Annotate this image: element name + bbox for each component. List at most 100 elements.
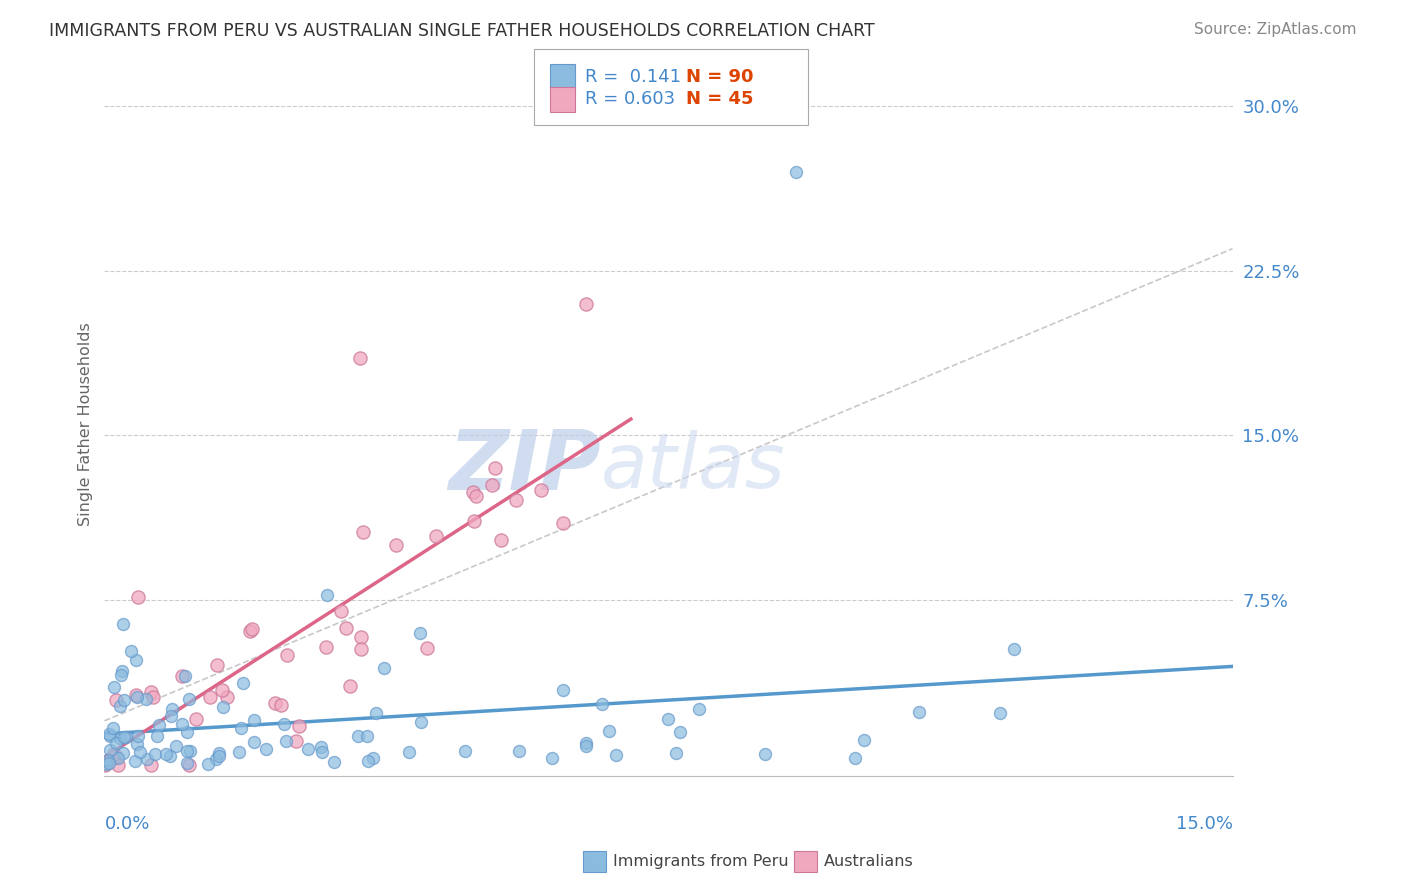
Point (484, 461, 506, 475)
Point (145, 729, 167, 743)
Point (665, 746, 688, 760)
Point (176, 744, 198, 758)
Point (174, 669, 197, 683)
Point (96, 753, 118, 767)
Point (988, 706, 1011, 720)
Point (232, 675, 254, 690)
Point (425, 529, 447, 543)
Point (297, 742, 319, 756)
Point (349, 351, 371, 366)
Point (217, 690, 239, 705)
Point (127, 590, 149, 604)
Point (155, 747, 177, 762)
Point (591, 697, 613, 711)
Point (398, 745, 420, 759)
Point (207, 748, 229, 763)
Point (97, 727, 120, 741)
Point (179, 757, 201, 772)
Point (176, 756, 198, 771)
Point (276, 648, 298, 662)
Point (204, 752, 226, 766)
Point (142, 690, 165, 704)
Point (853, 732, 876, 747)
Point (96, 756, 118, 771)
Point (465, 489, 488, 503)
Point (575, 739, 598, 753)
Point (112, 730, 135, 744)
Point (208, 746, 231, 760)
Point (270, 698, 292, 713)
Point (105, 736, 128, 750)
Point (165, 739, 187, 754)
Point (177, 692, 200, 706)
Point (551, 516, 574, 531)
Point (145, 747, 167, 761)
Point (288, 718, 311, 732)
Point (598, 723, 620, 738)
Point (409, 715, 432, 730)
Point (114, 693, 136, 707)
Point (228, 745, 250, 759)
Point (463, 514, 485, 528)
Point (211, 683, 233, 698)
Point (529, 483, 551, 498)
Point (364, 706, 387, 721)
Point (785, 165, 807, 179)
Text: ZIP: ZIP (449, 426, 600, 507)
Text: IMMIGRANTS FROM PERU VS AUSTRALIAN SINGLE FATHER HOUSEHOLDS CORRELATION CHART: IMMIGRANTS FROM PERU VS AUSTRALIAN SINGL… (49, 22, 875, 40)
Point (481, 478, 503, 492)
Point (103, 680, 125, 694)
Point (107, 757, 129, 772)
Point (108, 731, 131, 745)
Text: 15.0%: 15.0% (1175, 815, 1233, 833)
Text: Source: ZipAtlas.com: Source: ZipAtlas.com (1194, 22, 1357, 37)
Point (668, 725, 690, 739)
Point (127, 729, 149, 743)
Point (605, 747, 627, 762)
Text: atlas: atlas (600, 430, 786, 504)
Point (105, 693, 128, 707)
Point (170, 669, 193, 683)
Point (212, 700, 235, 714)
Point (356, 729, 378, 743)
Point (135, 752, 157, 766)
Point (350, 641, 373, 656)
Point (274, 734, 297, 748)
Point (101, 721, 124, 735)
Point (159, 709, 181, 723)
Point (111, 616, 134, 631)
Point (315, 640, 337, 654)
Point (575, 736, 598, 750)
Point (323, 755, 346, 769)
Point (141, 685, 163, 699)
Point (489, 533, 512, 547)
Point (575, 296, 598, 310)
Point (339, 679, 361, 693)
Point (309, 739, 332, 754)
Text: Immigrants from Peru: Immigrants from Peru (613, 855, 789, 869)
Point (172, 717, 194, 731)
Point (385, 538, 408, 552)
Point (553, 682, 575, 697)
Point (454, 744, 477, 758)
Text: Australians: Australians (824, 855, 914, 869)
Point (408, 625, 430, 640)
Point (98, 729, 121, 743)
Point (129, 745, 152, 759)
Text: R = 0.603: R = 0.603 (585, 90, 675, 108)
Point (316, 588, 339, 602)
Text: 0.0%: 0.0% (104, 815, 150, 833)
Point (179, 743, 201, 757)
Point (240, 622, 263, 636)
Point (264, 696, 287, 710)
Point (229, 722, 252, 736)
Point (197, 756, 219, 771)
Point (103, 747, 125, 762)
Point (198, 690, 221, 704)
Point (108, 699, 131, 714)
Point (97, 756, 120, 770)
Point (1002, 641, 1025, 656)
Point (254, 741, 277, 756)
Point (844, 751, 866, 765)
Point (111, 664, 134, 678)
